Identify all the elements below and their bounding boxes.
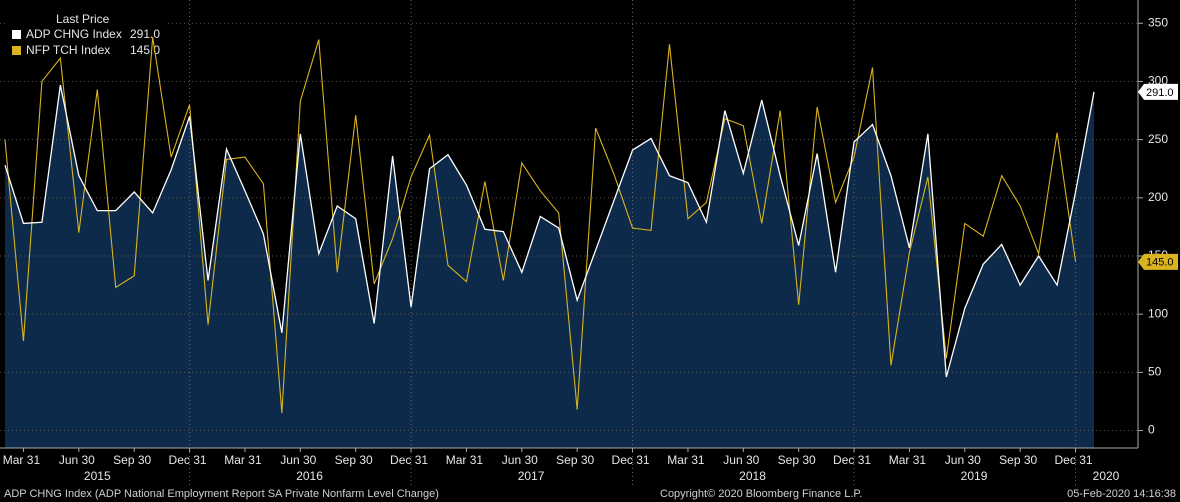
x-tick-label: Sep 30 xyxy=(335,453,373,467)
x-tick-label: Sep 30 xyxy=(999,453,1037,467)
x-tick-label: Jun 30 xyxy=(280,453,316,467)
year-label: 2019 xyxy=(961,469,988,483)
legend-swatch xyxy=(12,30,21,39)
price-tag-label: 291.0 xyxy=(1146,87,1174,99)
legend-title: Last Price xyxy=(56,12,110,26)
line xyxy=(4,84,1095,378)
x-tick-label: Jun 30 xyxy=(59,453,95,467)
x-tick-label: Mar 31 xyxy=(3,453,41,467)
x-tick-label: Sep 30 xyxy=(778,453,816,467)
price-tag xyxy=(1138,83,1178,100)
y-tick-label: 0 xyxy=(1148,423,1155,437)
x-tick-label: Mar 31 xyxy=(224,453,262,467)
legend-entry: ADP CHNG Index xyxy=(26,27,122,41)
x-tick-label: Dec 31 xyxy=(390,453,428,467)
year-label: 2015 xyxy=(84,469,111,483)
x-tick-label: Jun 30 xyxy=(723,453,759,467)
x-tick-label: Dec 31 xyxy=(1055,453,1093,467)
legend-value: 291.0 xyxy=(130,27,160,41)
legend-swatch xyxy=(12,46,21,55)
legend-value: 145.0 xyxy=(130,43,160,57)
x-tick-label: Jun 30 xyxy=(945,453,981,467)
x-tick-label: Mar 31 xyxy=(446,453,484,467)
x-tick-label: Mar 31 xyxy=(889,453,927,467)
year-label: 2020 xyxy=(1093,469,1120,483)
x-tick-label: Sep 30 xyxy=(113,453,151,467)
legend-entry: NFP TCH Index xyxy=(26,43,110,57)
y-tick-label: 200 xyxy=(1148,190,1168,204)
y-tick-label: 50 xyxy=(1148,365,1162,379)
x-tick-label: Dec 31 xyxy=(612,453,650,467)
line xyxy=(4,37,1077,414)
footer-timestamp: 05-Feb-2020 14:16:38 xyxy=(1067,488,1176,500)
y-tick-label: 100 xyxy=(1148,306,1168,320)
footer-copyright: Copyright© 2020 Bloomberg Finance L.P. xyxy=(660,488,862,500)
x-tick-label: Jun 30 xyxy=(502,453,538,467)
y-tick-label: 350 xyxy=(1148,15,1168,29)
year-label: 2017 xyxy=(518,469,545,483)
legend-box xyxy=(6,8,166,60)
x-tick-label: Mar 31 xyxy=(667,453,705,467)
price-tag xyxy=(1138,253,1178,270)
footer-description: ADP CHNG Index (ADP National Employment … xyxy=(4,488,439,500)
y-tick-label: 250 xyxy=(1148,132,1168,146)
x-tick-label: Dec 31 xyxy=(169,453,207,467)
year-label: 2018 xyxy=(739,469,766,483)
x-tick-label: Dec 31 xyxy=(833,453,871,467)
price-tag-label: 145.0 xyxy=(1146,257,1174,269)
x-tick-label: Sep 30 xyxy=(556,453,594,467)
year-label: 2016 xyxy=(296,469,323,483)
